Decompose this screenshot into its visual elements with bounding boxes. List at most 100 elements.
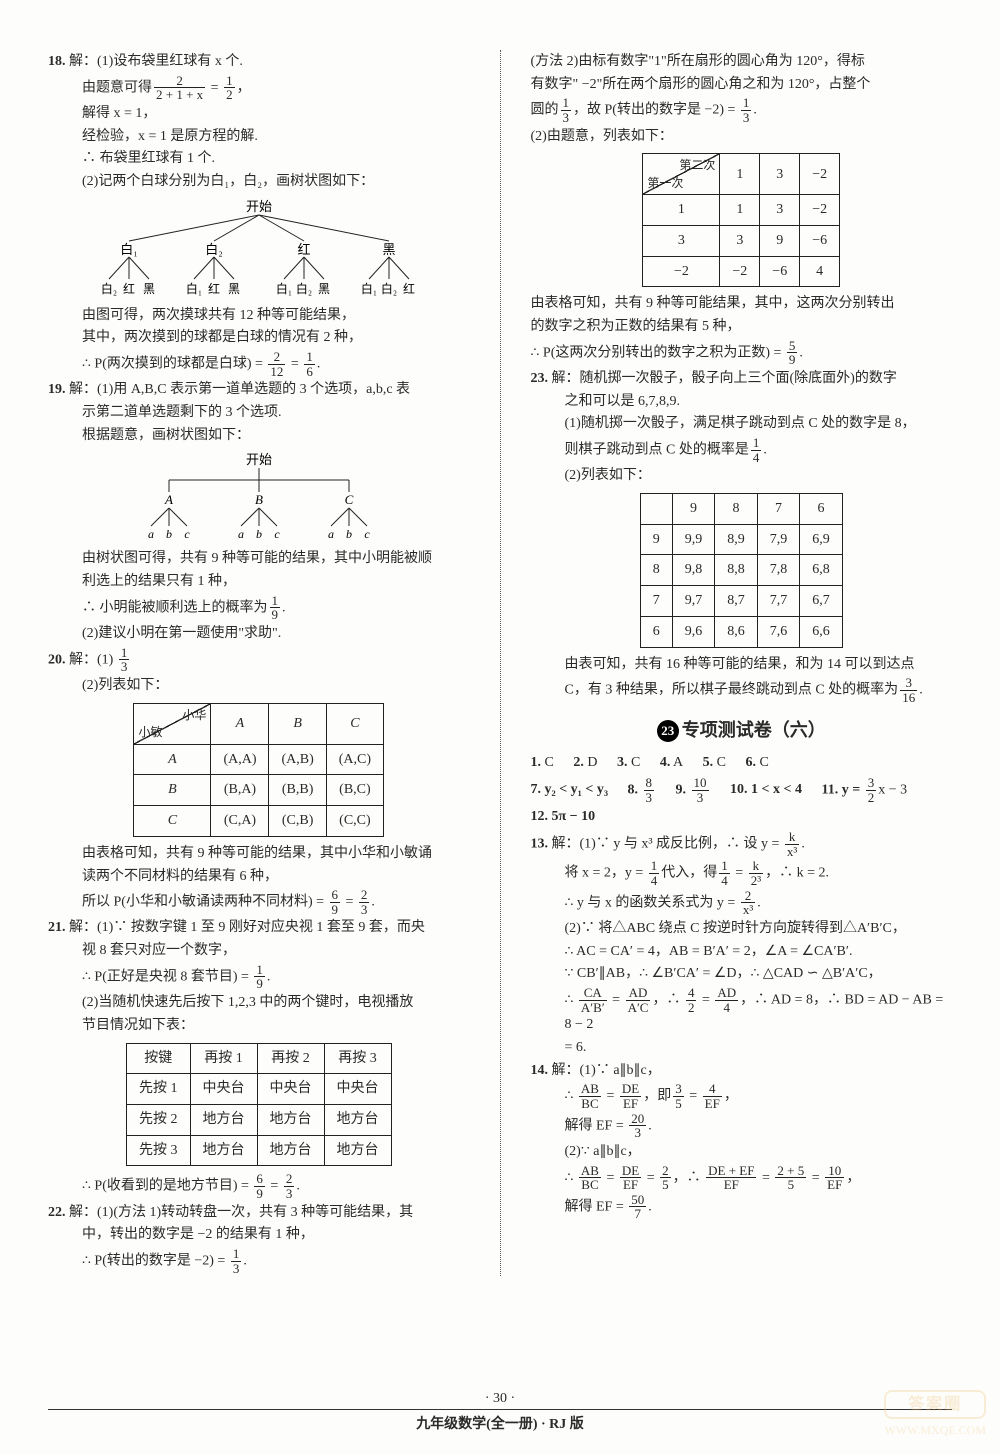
- svg-text:白₂: 白₂: [296, 281, 312, 296]
- q23-line: (1)随机掷一次骰子，满足棋子跳动到点 C 处的数字是 8，: [531, 413, 953, 435]
- q14-line: ∴ ABBC = DEEF，即35 = 4EF，: [531, 1082, 953, 1110]
- svg-text:黑: 黑: [228, 282, 240, 296]
- q20-line: 20. 解：(1) 13: [48, 646, 470, 674]
- svg-text:红: 红: [208, 281, 220, 296]
- section-number-badge: 23: [657, 720, 679, 742]
- svg-text:c: c: [184, 527, 190, 541]
- svg-text:b: b: [256, 527, 262, 541]
- q13-line: ∴ CAA′B′ = ADA′C，∴ 42 = AD4，∴ AD = 8，∴ B…: [531, 986, 953, 1036]
- q19-tree: 开始 A B C abc abc abc: [119, 452, 399, 542]
- q14-line: 14. 解：(1)∵ a∥b∥c，: [531, 1060, 953, 1082]
- q18-line: 经检验，x = 1 是原方程的解.: [48, 126, 470, 148]
- q22b-line: 圆的13，故 P(转出的数字是 −2) = 13.: [531, 96, 953, 124]
- q23-line: 由表可知，共有 16 种等可能的结果，和为 14 可以到达点: [531, 654, 953, 676]
- q19-line: 19. 解：(1)用 A,B,C 表示第一道单选题的 3 个选项，a,b,c 表: [48, 379, 470, 401]
- watermark: 答案圈 WWW.MXQE.COM: [884, 1390, 986, 1440]
- svg-text:A: A: [164, 492, 173, 507]
- footer-page-number: · 30 ·: [0, 1388, 1000, 1410]
- q13-line: ∵ CB′∥AB，∴ ∠B′CA′ = ∠D，∴ △CAD ∽ △B′A′C，: [531, 963, 953, 985]
- q18-line: ∴ P(两次摸到的球都是白球) = 212 = 16.: [48, 350, 470, 378]
- svg-text:红: 红: [297, 242, 310, 257]
- q18-line: 由图可得，两次摸球共有 12 种等可能结果，: [48, 305, 470, 327]
- svg-text:白₂: 白₂: [381, 281, 397, 296]
- q14-line: (2)∵ a∥b∥c，: [531, 1141, 953, 1163]
- q18-line: 18. 解：(1)设布袋里红球有 x 个.: [48, 51, 470, 73]
- q21-line: ∴ P(正好是央视 8 套节目) = 19.: [48, 963, 470, 991]
- svg-text:白₁: 白₁: [361, 281, 377, 296]
- svg-text:白₁: 白₁: [120, 242, 138, 257]
- svg-text:开始: 开始: [246, 199, 272, 214]
- svg-text:C: C: [344, 492, 353, 507]
- q22b-line: ∴ P(这两次分别转出的数字之积为正数) = 59.: [531, 339, 953, 367]
- svg-text:a: a: [238, 527, 244, 541]
- svg-text:红: 红: [403, 281, 415, 296]
- svg-text:a: a: [328, 527, 334, 541]
- q19-line: 示第二道单选题剩下的 3 个选项.: [48, 402, 470, 424]
- q22b-line: (2)由题意，列表如下：: [531, 126, 953, 148]
- svg-text:黑: 黑: [382, 242, 395, 257]
- q22b-line: 的数字之积为正数的结果有 5 种，: [531, 316, 953, 338]
- q13-line: 13. 解：(1)∵ y 与 x³ 成反比例，∴ 设 y = kx³.: [531, 830, 953, 858]
- right-column: (方法 2)由标有数字"1"所在扇形的圆心角为 120°，得标 有数字" −2"…: [531, 50, 953, 1276]
- svg-text:c: c: [274, 527, 280, 541]
- svg-text:白₂: 白₂: [101, 281, 117, 296]
- q14-line: ∴ ABBC = DEEF = 25，∴ DE + EFEF = 2 + 55 …: [531, 1164, 953, 1192]
- q20-line: 所以 P(小华和小敏诵读两种不同材料) = 69 = 23.: [48, 888, 470, 916]
- column-divider: [500, 50, 501, 1276]
- svg-text:黑: 黑: [318, 282, 330, 296]
- svg-text:开始: 开始: [246, 452, 272, 467]
- svg-text:红: 红: [123, 281, 135, 296]
- svg-text:黑: 黑: [143, 282, 155, 296]
- q19-line: 由树状图可得，共有 9 种等可能的结果，其中小明能被顺: [48, 548, 470, 570]
- svg-text:c: c: [364, 527, 370, 541]
- q23-line: 之和可以是 6,7,8,9.: [531, 391, 953, 413]
- q20-table: 小华小敏 ABC A(A,A)(A,B)(A,C) B(B,A)(B,B)(B,…: [133, 703, 384, 837]
- q20-line: (2)列表如下：: [48, 675, 470, 697]
- svg-text:a: a: [148, 527, 154, 541]
- footer-subtitle: 九年级数学(全一册) · RJ 版: [0, 1414, 1000, 1436]
- watermark-title: 答案圈: [884, 1390, 986, 1420]
- q19-line: ∴ 小明能被顺利选上的概率为19.: [48, 594, 470, 622]
- q23-table: 9876 99,98,97,96,9 89,88,87,86,8 79,78,7…: [640, 493, 843, 647]
- svg-text:白₁: 白₁: [186, 281, 202, 296]
- q18-line: 解得 x = 1，: [48, 103, 470, 125]
- q13-line: 将 x = 2，y = 14代入，得14 = k2³，∴ k = 2.: [531, 859, 953, 887]
- q18-tree: 开始 白₁ 白₂ 红 黑 白₂红黑 白₁红黑 白₁白₂黑 白₁白₂红: [79, 199, 439, 299]
- q13-line: (2)∵ 将△ABC 绕点 C 按逆时针方向旋转得到△A′B′C，: [531, 918, 953, 940]
- answers-row-2: 7. y₂ < y₁ < y₃ 8. 83 9. 103 10. 1 < x <…: [531, 776, 953, 804]
- q18-line: 其中，两次摸到的球都是白球的情况有 2 种，: [48, 327, 470, 349]
- q22-line: 22. 解：(1)(方法 1)转动转盘一次，共有 3 种等可能结果，其: [48, 1202, 470, 1224]
- q18-line: (2)记两个白球分别为白₁，白₂，画树状图如下：: [48, 171, 470, 193]
- q23-line: (2)列表如下：: [531, 465, 953, 487]
- q21-line: 节目情况如下表：: [48, 1015, 470, 1037]
- answers-row-1: 1. C 2. D 3. C 4. A 5. C 6. C: [531, 752, 953, 774]
- q13-line: ∴ AC = CA′ = 4，AB = B′A′ = 2，∠A = ∠CA′B′…: [531, 941, 953, 963]
- q21-line: 21. 解：(1)∵ 按数字键 1 至 9 刚好对应央视 1 套至 9 套，而央: [48, 917, 470, 939]
- q20-line: 由表格可知，共有 9 种等可能的结果，其中小华和小敏诵: [48, 843, 470, 865]
- q21-line: 视 8 套只对应一个数字，: [48, 940, 470, 962]
- q23-line: 23. 解：随机掷一次骰子，骰子向上三个面(除底面外)的数字: [531, 368, 953, 390]
- q21-table: 按键再按 1再按 2再按 3 先按 1中央台中央台中央台 先按 2地方台地方台地…: [126, 1043, 392, 1167]
- q18-line: ∴ 布袋里红球有 1 个.: [48, 148, 470, 170]
- page-columns: 18. 解：(1)设布袋里红球有 x 个. 由题意可得22 + 1 + x = …: [0, 0, 1000, 1336]
- q21-line: ∴ P(收看到的是地方节目) = 69 = 23.: [48, 1172, 470, 1200]
- q13-line: = 6.: [531, 1037, 953, 1059]
- q22b-line: 由表格可知，共有 9 种等可能结果，其中，这两次分别转出: [531, 293, 953, 315]
- answers-row-3: 12. 5π − 10: [531, 806, 953, 828]
- page-footer: · 30 · 九年级数学(全一册) · RJ 版: [0, 1388, 1000, 1436]
- svg-text:白₁: 白₁: [276, 281, 292, 296]
- q23-line: C，有 3 种结果，所以棋子最终跳动到点 C 处的概率为316.: [531, 676, 953, 704]
- q22-line: 中，转出的数字是 −2 的结果有 1 种，: [48, 1224, 470, 1246]
- q13-line: ∴ y 与 x 的函数关系式为 y = 2x³.: [531, 889, 953, 917]
- q20-line: 读两个不同材料的结果有 6 种，: [48, 866, 470, 888]
- q22-line: ∴ P(转出的数字是 −2) = 13.: [48, 1247, 470, 1275]
- q22b-line: (方法 2)由标有数字"1"所在扇形的圆心角为 120°，得标: [531, 51, 953, 73]
- svg-text:b: b: [166, 527, 172, 541]
- section-heading: 23专项测试卷（六）: [531, 717, 953, 745]
- q14-line: 解得 EF = 203.: [531, 1112, 953, 1140]
- q19-line: 根据题意，画树状图如下：: [48, 425, 470, 447]
- q19-line: (2)建议小明在第一题使用"求助".: [48, 623, 470, 645]
- q23-line: 则棋子跳动到点 C 处的概率是14.: [531, 436, 953, 464]
- watermark-url: WWW.MXQE.COM: [884, 1421, 986, 1440]
- q14-line: 解得 EF = 507.: [531, 1193, 953, 1221]
